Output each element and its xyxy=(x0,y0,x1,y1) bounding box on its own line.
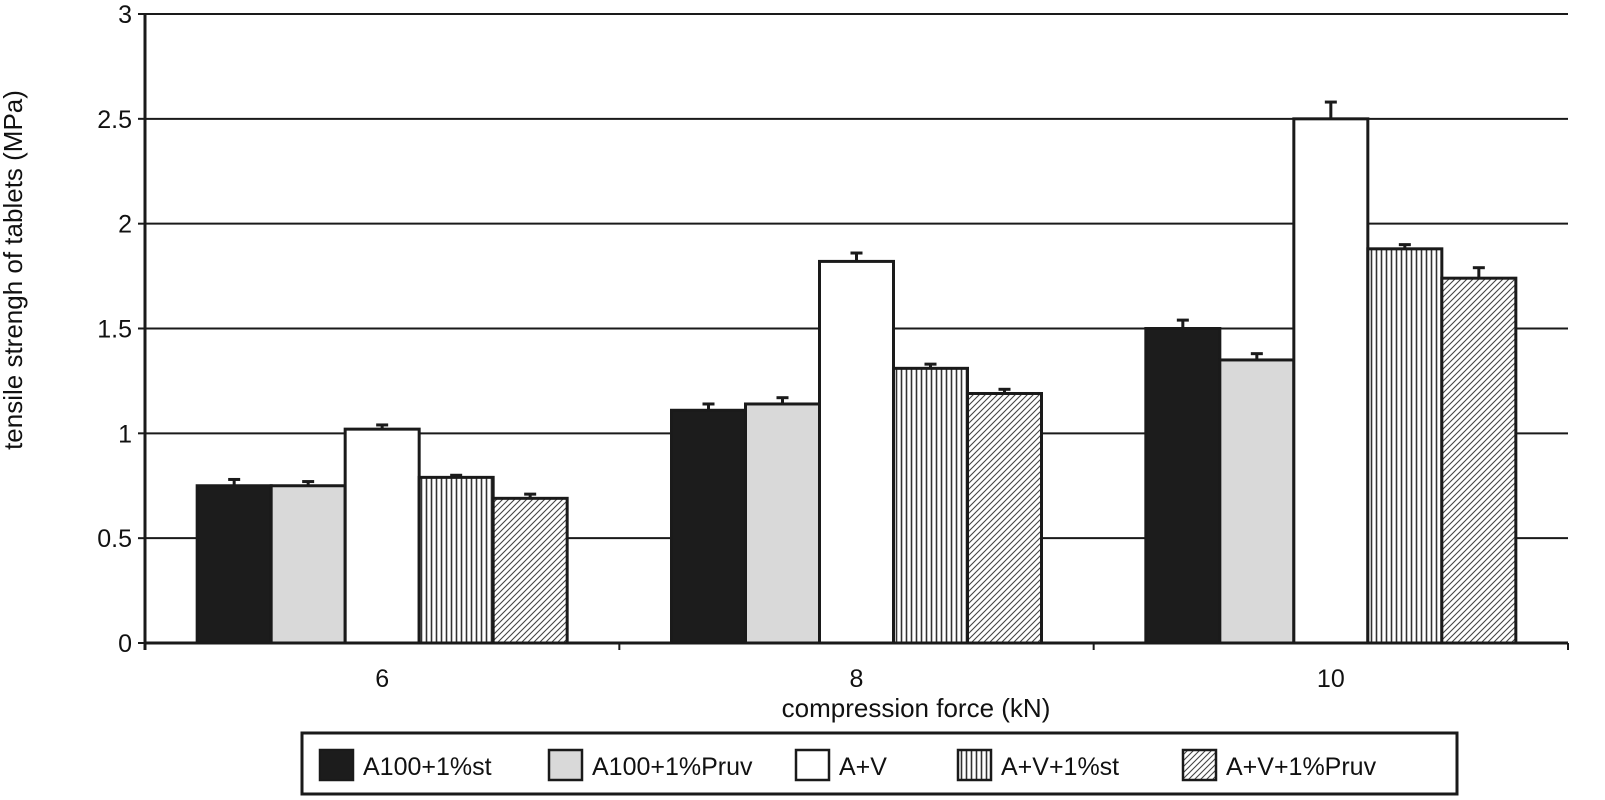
legend-swatch xyxy=(1181,748,1218,782)
bar xyxy=(269,484,347,645)
y-tick-label: 1 xyxy=(118,420,132,448)
y-tick-label: 0.5 xyxy=(97,525,132,553)
bar xyxy=(343,427,421,645)
bar xyxy=(1144,327,1222,645)
axes xyxy=(138,13,1569,650)
legend-swatch xyxy=(956,748,993,782)
legend-label: A+V+1%st xyxy=(1001,753,1119,781)
bar xyxy=(491,496,569,645)
y-tick-label: 3 xyxy=(118,1,132,29)
bar xyxy=(818,259,895,645)
legend-label: A+V+1%Pruv xyxy=(1226,753,1377,781)
legend-label: A+V xyxy=(839,753,887,781)
bar xyxy=(892,366,969,645)
x-axis-title: compression force (kN) xyxy=(782,693,1051,723)
legend: A100+1%st A100+1%Pruv A+V A+V+1%st A+V+1%Pru… xyxy=(300,731,1459,796)
x-tick-label: 10 xyxy=(1317,665,1345,693)
bar xyxy=(670,408,747,645)
y-tick-label: 1.5 xyxy=(97,316,132,344)
bars xyxy=(195,100,1518,645)
y-tick-label: 2.5 xyxy=(97,106,132,134)
bar xyxy=(1366,247,1444,645)
legend-swatch xyxy=(794,748,831,782)
bar xyxy=(1440,276,1518,645)
bar xyxy=(417,475,495,645)
bar xyxy=(195,484,273,645)
x-tick-label: 6 xyxy=(375,665,389,693)
y-tick-label: 0 xyxy=(118,630,132,658)
y-tick-label: 2 xyxy=(118,211,132,239)
bar xyxy=(1218,358,1296,645)
legend-label: A100+1%Pruv xyxy=(592,753,753,781)
legend-swatch xyxy=(318,748,355,782)
legend-label: A100+1%st xyxy=(363,753,492,781)
tick-labels: 0 0.5 1 1.5 2 2.5 3 6 8 10 xyxy=(97,1,1345,693)
bar xyxy=(1292,117,1370,645)
x-tick-label: 8 xyxy=(850,665,864,693)
bar xyxy=(744,402,821,645)
bar xyxy=(966,391,1043,645)
y-axis-title: tensile strengh of tablets (MPa) xyxy=(0,90,28,450)
legend-swatch xyxy=(547,748,584,782)
legend-box xyxy=(300,731,1459,796)
